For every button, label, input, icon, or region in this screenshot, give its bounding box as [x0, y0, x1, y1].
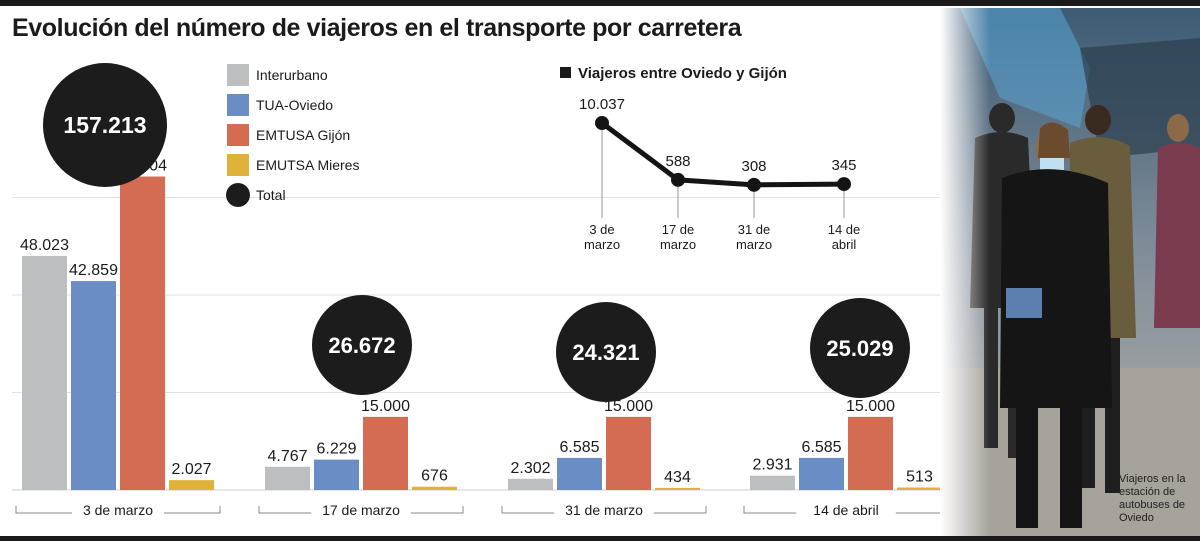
bar-label-interurbano-2: 2.302 — [510, 460, 550, 477]
line-value-2: 308 — [741, 158, 766, 175]
bar-interurbano-3 — [750, 475, 795, 490]
bar-labels-layer: 48.02342.85964.3042.0274.7676.22915.0006… — [20, 158, 933, 486]
chart-title: Evolución del número de viajeros en el t… — [12, 14, 742, 42]
legend-swatch-emtusa-gij-n — [227, 124, 249, 146]
bar-emtusa-gij-n-0 — [120, 176, 165, 490]
bar-label-emutsa-mieres-2: 434 — [664, 469, 691, 486]
bar-interurbano-0 — [22, 255, 67, 490]
bar-tua-oviedo-3 — [799, 457, 844, 490]
line-xlabel-0-1: marzo — [584, 237, 620, 252]
line-xlabel-2-0: 31 de — [738, 222, 771, 237]
bar-label-emtusa-gij-n-1: 15.000 — [361, 398, 410, 415]
line-xlabel-3-0: 14 de — [828, 222, 861, 237]
bar-label-emtusa-gij-n-2: 15.000 — [604, 398, 653, 415]
bar-emutsa-mieres-2 — [655, 487, 700, 490]
bar-label-interurbano-3: 2.931 — [752, 457, 792, 474]
line-value-1: 588 — [665, 153, 690, 170]
gridlines — [12, 197, 940, 491]
bottom-rule — [0, 536, 1200, 541]
legend-label-tua-oviedo: TUA-Oviedo — [256, 97, 333, 113]
top-rule — [0, 0, 1200, 6]
category-label-1: 17 de marzo — [322, 502, 400, 518]
total-circle-2 — [556, 302, 656, 402]
bar-tua-oviedo-0 — [71, 281, 116, 490]
line-value-0: 10.037 — [579, 96, 625, 113]
line-xlabel-1-0: 17 de — [662, 222, 695, 237]
line-value-3: 345 — [831, 157, 856, 174]
total-label-3: 25.029 — [826, 336, 893, 361]
bar-interurbano-2 — [508, 478, 553, 490]
total-circle-3 — [810, 298, 910, 398]
legend-swatch-total — [226, 183, 250, 207]
line-point-2 — [747, 177, 761, 192]
bar-label-emutsa-mieres-1: 676 — [421, 468, 448, 485]
bar-label-emutsa-mieres-3: 513 — [906, 468, 933, 485]
bar-label-tua-oviedo-1: 6.229 — [316, 441, 356, 458]
total-circle-0 — [43, 63, 167, 187]
category-label-bg-2 — [554, 503, 654, 519]
bar-emtusa-gij-n-2 — [606, 416, 651, 490]
legend-label-emtusa-gij-n: EMTUSA Gijón — [256, 127, 350, 143]
bar-emutsa-mieres-1 — [412, 486, 457, 490]
line-series — [600, 120, 845, 188]
bar-label-emutsa-mieres-0: 2.027 — [171, 461, 211, 478]
category-label-bg-1 — [311, 503, 411, 519]
bus-station-photo — [940, 8, 1200, 536]
infographic-chart: 48.02342.85964.3042.0274.7676.22915.0006… — [12, 63, 940, 519]
legend-label-emutsa-mieres: EMUTSA Mieres — [256, 157, 359, 173]
bar-emutsa-mieres-3 — [897, 487, 940, 490]
line-xlabel-3-1: abril — [832, 237, 857, 252]
total-label-0: 157.213 — [63, 112, 146, 138]
bar-label-emtusa-gij-n-3: 15.000 — [846, 398, 895, 415]
category-axis: 3 de marzo 17 de marzo 31 de marzo 14 de ab… — [15, 502, 940, 519]
bar-emtusa-gij-n-3 — [848, 416, 893, 490]
bar-tua-oviedo-1 — [314, 459, 359, 490]
total-circle-1 — [312, 295, 412, 395]
category-label-2: 31 de marzo — [565, 502, 643, 518]
bar-tua-oviedo-2 — [557, 457, 602, 490]
legend: Interurbano TUA-Oviedo EMTUSA Gijón EMUTSA … — [226, 64, 359, 207]
line-xlabel-2-1: marzo — [736, 237, 772, 252]
bar-label-interurbano-0: 48.023 — [20, 237, 69, 254]
category-label-bg-3 — [796, 503, 896, 519]
category-label-bg-0 — [72, 503, 164, 519]
bar-emtusa-gij-n-1 — [363, 416, 408, 490]
category-label-0: 3 de marzo — [83, 502, 153, 518]
bar-label-interurbano-1: 4.767 — [267, 448, 307, 465]
line-point-3 — [837, 177, 851, 192]
line-xlabel-0-0: 3 de — [589, 222, 614, 237]
legend-swatch-emutsa-mieres — [227, 154, 249, 176]
bar-label-tua-oviedo-2: 6.585 — [559, 439, 599, 456]
total-label-2: 24.321 — [572, 340, 639, 365]
bar-emutsa-mieres-0 — [169, 480, 214, 490]
legend-swatch-interurbano — [227, 64, 249, 86]
totals-layer: 157.213 26.672 24.321 25.029 — [43, 63, 910, 402]
bar-interurbano-1 — [265, 466, 310, 490]
line-point-0 — [595, 116, 609, 130]
legend-swatch-tua-oviedo — [227, 94, 249, 116]
line-point-1 — [671, 172, 685, 187]
bar-label-tua-oviedo-0: 42.859 — [69, 262, 118, 279]
bars-layer — [22, 176, 940, 490]
legend-label-total: Total — [256, 187, 286, 203]
photo-caption: Viajeros en la estación de autobuses de … — [1119, 473, 1186, 524]
category-label-3: 14 de abril — [813, 502, 878, 518]
line-chart-title: Viajeros entre Oviedo y Gijón — [578, 65, 787, 82]
legend-label-interurbano: Interurbano — [256, 67, 328, 83]
line-xlabel-1-1: marzo — [660, 237, 696, 252]
bar-label-tua-oviedo-3: 6.585 — [801, 439, 841, 456]
line-title-marker — [560, 67, 571, 78]
total-label-1: 26.672 — [328, 333, 395, 358]
